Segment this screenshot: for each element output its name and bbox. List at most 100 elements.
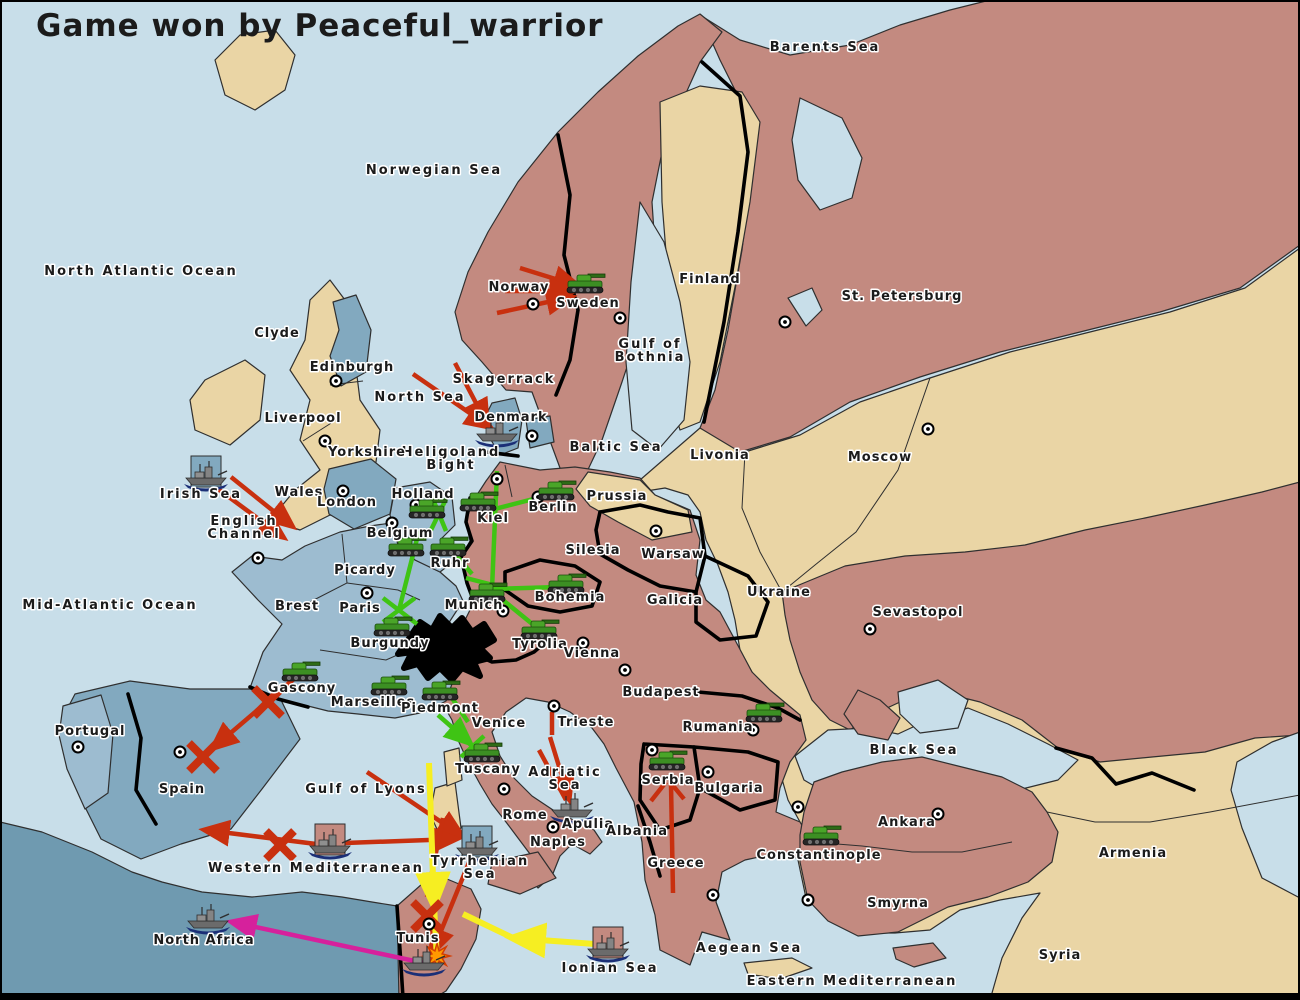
region-label: Livonia [690, 448, 750, 463]
region-label: Yorkshire [327, 445, 406, 460]
supply-center-icon [645, 743, 659, 757]
gulf-of-bothnia [625, 201, 691, 451]
national-border [696, 690, 802, 722]
sea-label: Irish Sea [160, 487, 242, 502]
fleet-unit[interactable] [550, 793, 594, 824]
army-unit[interactable] [459, 491, 499, 512]
supply-center-icon [547, 699, 561, 713]
region-sicily [487, 851, 557, 895]
army-unit[interactable] [547, 573, 587, 594]
region-label: Clyde [254, 326, 300, 341]
region-label: Wales [275, 485, 324, 500]
army-unit[interactable] [566, 273, 606, 294]
supply-center-icon [778, 315, 792, 329]
army-unit[interactable] [537, 480, 577, 501]
region-label: Sevastopol [872, 605, 963, 620]
fleet-unit[interactable] [402, 946, 446, 977]
fleet-unit[interactable] [186, 904, 230, 935]
region-label: Syria [1039, 948, 1081, 963]
region-label: North Africa [153, 933, 254, 948]
supply-center-icon [701, 765, 715, 779]
supply-center-icon [706, 888, 720, 902]
white-sea [791, 97, 863, 211]
failed-order-x [251, 685, 285, 719]
sea-label: Adriatic [528, 765, 601, 780]
region-label: Tyrolia [512, 637, 568, 652]
army-unit[interactable] [429, 536, 469, 557]
region-label: Kiel [477, 511, 509, 526]
region-label: Belgium [367, 526, 434, 541]
region-label: Moscow [848, 450, 912, 465]
region-label: Vienna [564, 646, 620, 661]
region-label: Serbia [641, 773, 694, 788]
region-label: Trieste [558, 715, 615, 730]
supply-center-icon [576, 636, 590, 650]
army-unit[interactable] [463, 742, 503, 763]
supply-center-icon [863, 622, 877, 636]
sea-label: Aegean Sea [696, 941, 803, 956]
region-edinburgh [329, 294, 372, 387]
fleet-unit[interactable] [586, 932, 630, 963]
supply-center-icon [173, 745, 187, 759]
failed-order-x [263, 828, 297, 862]
sea-label: Bight [426, 458, 475, 473]
sea-label: Mid-Atlantic Ocean [22, 598, 197, 613]
green-order-arrow [450, 696, 470, 724]
region-label: Bohemia [535, 590, 606, 605]
fleet-unit[interactable] [475, 417, 519, 448]
army-unit[interactable] [745, 702, 785, 723]
sea-label: Gulf of [618, 337, 681, 352]
national-border [700, 60, 750, 424]
region-label: Budapest [622, 685, 699, 700]
army-unit[interactable] [373, 616, 413, 637]
supply-center-icon [422, 917, 436, 931]
supply-center-icon [318, 434, 332, 448]
azov-sea [897, 679, 969, 734]
supply-center-icon [336, 484, 350, 498]
army-unit[interactable] [421, 680, 461, 701]
region-label: Burgundy [350, 636, 429, 651]
region-crete [743, 957, 813, 980]
army-unit[interactable] [520, 619, 560, 640]
region-cyprus [892, 942, 947, 968]
sea-label: Sea [549, 778, 582, 793]
province-border [811, 841, 1013, 853]
region-label: Albania [606, 824, 668, 839]
sea-label: Eastern Mediterranean [747, 974, 958, 989]
red-order-arrow [547, 736, 575, 806]
region-label: Armenia [1099, 846, 1167, 861]
region-label: Ankara [878, 815, 936, 830]
army-unit[interactable] [648, 750, 688, 771]
sea-label: Sea [464, 867, 497, 882]
army-unit[interactable] [281, 661, 321, 682]
sea-label: North Atlantic Ocean [44, 264, 237, 279]
fleet-unit[interactable] [184, 461, 228, 492]
red-order-arrow [537, 748, 568, 802]
supply-center-icon [931, 807, 945, 821]
region-label: Rumania [682, 720, 753, 735]
national-border [459, 496, 476, 604]
army-unit[interactable] [802, 825, 842, 846]
sea-label: Skagerrack [453, 372, 556, 387]
supply-center-icon [526, 297, 540, 311]
lake [787, 287, 823, 327]
fleet-unit[interactable] [308, 829, 352, 860]
sea-label: Gulf of Lyons [305, 782, 426, 797]
fleet-unit[interactable] [455, 831, 499, 862]
sea-label: North Sea [374, 390, 465, 405]
region-label: Picardy [334, 563, 396, 578]
army-unit[interactable] [370, 675, 410, 696]
national-border [636, 804, 662, 878]
region-label: Norway [488, 280, 549, 295]
green-order-arrow [492, 584, 560, 592]
region-scandinavia [454, 13, 723, 479]
region-label: Liverpool [264, 411, 341, 426]
army-unit[interactable] [408, 498, 448, 519]
army-unit[interactable] [468, 582, 508, 603]
supply-center-icon [385, 516, 399, 530]
army-unit[interactable] [387, 536, 427, 557]
region-label: Edinburgh [310, 360, 394, 375]
magenta-order-arrow [225, 913, 425, 966]
region-label: Sweden [556, 296, 620, 311]
